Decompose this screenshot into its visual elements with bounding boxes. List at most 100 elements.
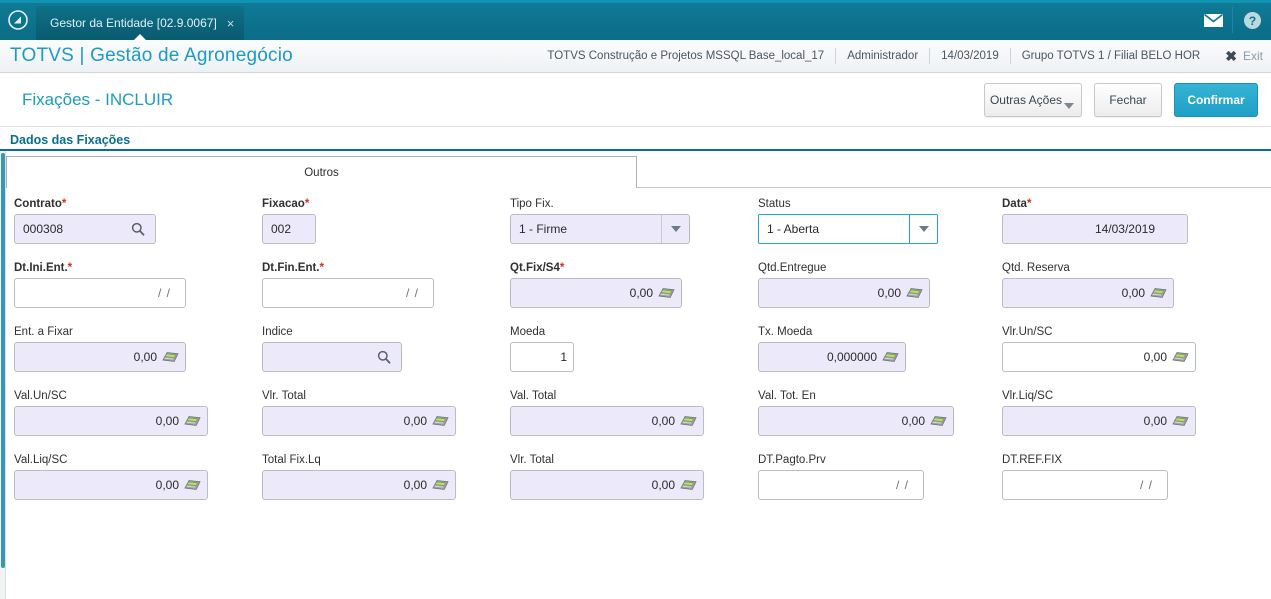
tab-bar: Outros <box>6 156 1271 189</box>
field-tx-moeda: Tx. Moeda 0,000000 <box>758 325 906 372</box>
tab-outros[interactable]: Outros <box>6 156 637 188</box>
calculator-icon[interactable] <box>680 479 697 492</box>
calendar-icon[interactable] <box>411 286 426 300</box>
input-value-tx-moeda: 0,000000 <box>826 350 877 364</box>
input-dt-fin-ent[interactable]: / / <box>262 278 434 308</box>
field-vlr-liq-sc: Vlr.Liq/SC 0,00 <box>1002 389 1196 436</box>
input-contrato[interactable]: 000308 <box>14 214 156 244</box>
close-icon[interactable]: × <box>226 15 235 31</box>
browser-tab-gestor-entidade[interactable]: Gestor da Entidade [02.9.0067] × <box>36 6 245 41</box>
input-vlr-total-1[interactable]: 0,00 <box>262 406 456 436</box>
calculator-icon[interactable] <box>930 415 947 428</box>
field-label-val-un-sc: Val.Un/SC <box>14 390 67 402</box>
page-title: Fixações - INCLUIR <box>22 89 174 109</box>
input-moeda[interactable]: 1 <box>510 342 574 372</box>
svg-text:?: ? <box>1248 14 1255 28</box>
vertical-scrollbar[interactable] <box>0 151 6 599</box>
outras-acoes-button[interactable]: Outras Ações <box>984 82 1082 117</box>
input-value-vlr-liq-sc: 0,00 <box>1143 414 1167 428</box>
calendar-icon[interactable] <box>1165 222 1180 236</box>
mail-icon[interactable] <box>1194 0 1232 40</box>
dropdown-button-tipo-fix[interactable] <box>661 215 689 243</box>
header-divider <box>1009 48 1011 64</box>
calendar-icon[interactable] <box>1145 478 1160 492</box>
field-label-dt-ini-ent: Dt.Ini.Ent.* <box>14 262 73 274</box>
input-total-fix-lq[interactable]: 0,00 <box>262 470 456 500</box>
scrollbar-thumb[interactable] <box>1 153 5 568</box>
input-indice[interactable] <box>262 342 402 372</box>
input-status[interactable]: 1 - Aberta <box>758 214 938 244</box>
input-ent-a-fixar[interactable]: 0,00 <box>14 342 186 372</box>
input-value-qtd-entregue: 0,00 <box>877 286 901 300</box>
input-value-fixacao: 002 <box>271 222 292 236</box>
calculator-icon[interactable] <box>658 287 675 300</box>
input-vlr-liq-sc[interactable]: 0,00 <box>1002 406 1196 436</box>
field-label-data: Data* <box>1002 198 1032 210</box>
field-vlr-total-1: Vlr. Total 0,00 <box>262 389 456 436</box>
input-qt-fix-s4[interactable]: 0,00 <box>510 278 682 308</box>
input-val-liq-sc[interactable]: 0,00 <box>14 470 208 500</box>
input-tx-moeda[interactable]: 0,000000 <box>758 342 906 372</box>
header-divider <box>929 48 931 64</box>
dropdown-button-status[interactable] <box>909 215 937 243</box>
form-row: Contrato* 000308 Fixacao* 002 Tipo Fix. 1 - F… <box>6 189 1271 253</box>
calendar-icon[interactable] <box>163 286 178 300</box>
field-label-qtd-reserva: Qtd. Reserva <box>1002 262 1070 274</box>
section-title: Dados das Fixações <box>10 133 131 147</box>
form-row: Val.Un/SC 0,00 Vlr. Total 0,00 Val. Total 0,0… <box>6 381 1271 445</box>
input-vlr-total-2[interactable]: 0,00 <box>510 470 704 500</box>
header-info: TOTVS Construção e Projetos MSSQL Base_l… <box>536 48 1263 65</box>
field-dt-ref-fix: DT.REF.FIX / / <box>1002 453 1168 500</box>
calculator-icon[interactable] <box>882 351 899 364</box>
input-val-un-sc[interactable]: 0,00 <box>14 406 208 436</box>
input-tipo-fix[interactable]: 1 - Firme <box>510 214 690 244</box>
calculator-icon[interactable] <box>432 415 449 428</box>
confirmar-label: Confirmar <box>1187 92 1245 107</box>
field-label-val-liq-sc: Val.Liq/SC <box>14 454 68 466</box>
field-label-qt-fix-s4: Qt.Fix/S4* <box>510 262 565 274</box>
calculator-icon[interactable] <box>184 479 201 492</box>
input-value-dt-pagto-prv: / / <box>895 478 909 492</box>
calculator-icon[interactable] <box>1172 351 1189 364</box>
required-marker: * <box>319 262 324 274</box>
input-qtd-entregue[interactable]: 0,00 <box>758 278 930 308</box>
field-dt-pagto-prv: DT.Pagto.Prv / / <box>758 453 924 500</box>
search-icon[interactable] <box>377 350 391 364</box>
input-val-tot-en[interactable]: 0,00 <box>758 406 954 436</box>
field-val-tot-en: Val. Tot. En 0,00 <box>758 389 954 436</box>
field-label-vlr-un-sc: Vlr.Un/SC <box>1002 326 1053 338</box>
fixacoes-form: Contrato* 000308 Fixacao* 002 Tipo Fix. 1 - F… <box>6 189 1271 599</box>
action-bar: Fixações - INCLUIR Outras Ações Fechar C… <box>0 73 1271 127</box>
field-label-vlr-total-1: Vlr. Total <box>262 390 306 402</box>
help-icon[interactable]: ? <box>1233 0 1271 40</box>
calculator-icon[interactable] <box>1150 287 1167 300</box>
calculator-icon[interactable] <box>432 479 449 492</box>
input-dt-pagto-prv[interactable]: / / <box>758 470 924 500</box>
input-data[interactable]: 14/03/2019 <box>1002 214 1188 244</box>
input-val-total[interactable]: 0,00 <box>510 406 704 436</box>
calculator-icon[interactable] <box>680 415 697 428</box>
input-vlr-un-sc[interactable]: 0,00 <box>1002 342 1196 372</box>
brand-title: TOTVS | Gestão de Agronegócio <box>10 45 293 66</box>
confirmar-button[interactable]: Confirmar <box>1174 82 1258 117</box>
field-qtd-reserva: Qtd. Reserva 0,00 <box>1002 261 1174 308</box>
fechar-button[interactable]: Fechar <box>1094 82 1162 117</box>
field-label-status: Status <box>758 198 791 210</box>
field-label-vlr-liq-sc: Vlr.Liq/SC <box>1002 390 1054 402</box>
outras-acoes-label: Outras Ações <box>989 92 1063 107</box>
exit-button[interactable]: ✖ Exit <box>1211 48 1263 65</box>
tab-pointer <box>133 34 148 41</box>
required-marker: * <box>1026 198 1032 210</box>
input-fixacao[interactable]: 002 <box>262 214 316 244</box>
browser-tab-strip: Gestor da Entidade [02.9.0067] × ? <box>0 0 1271 41</box>
calculator-icon[interactable] <box>162 351 179 364</box>
input-dt-ref-fix[interactable]: / / <box>1002 470 1168 500</box>
calculator-icon[interactable] <box>1172 415 1189 428</box>
input-qtd-reserva[interactable]: 0,00 <box>1002 278 1174 308</box>
input-dt-ini-ent[interactable]: / / <box>14 278 186 308</box>
calendar-icon[interactable] <box>901 478 916 492</box>
calculator-icon[interactable] <box>184 415 201 428</box>
calculator-icon[interactable] <box>906 287 923 300</box>
field-label-qtd-entregue: Qtd.Entregue <box>758 262 827 274</box>
search-icon[interactable] <box>131 222 145 236</box>
